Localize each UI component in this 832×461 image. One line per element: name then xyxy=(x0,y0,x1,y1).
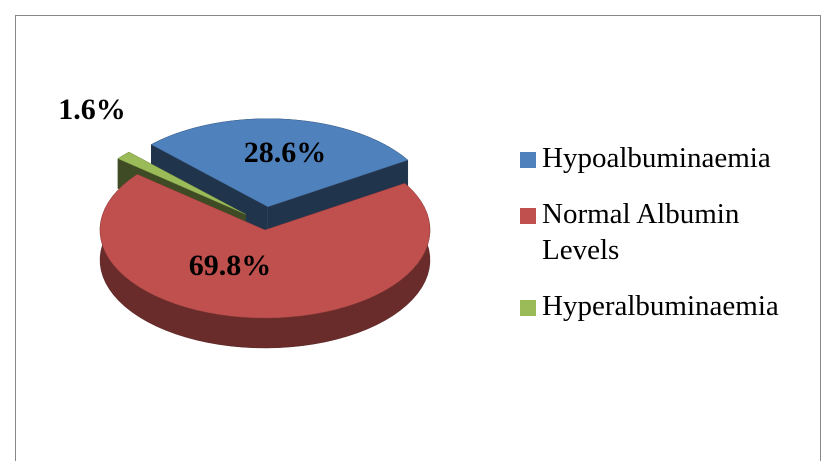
legend-item: Hyperalbuminaemia xyxy=(518,288,818,324)
legend-swatch xyxy=(520,300,536,316)
data-label: 69.8% xyxy=(189,249,272,282)
slice xyxy=(99,174,431,319)
chart-border xyxy=(15,15,821,461)
slice xyxy=(150,118,409,208)
data-label: 1.6% xyxy=(58,93,126,126)
slice xyxy=(117,151,246,215)
legend-swatch xyxy=(520,152,536,168)
tops xyxy=(99,118,431,319)
legend-swatch xyxy=(520,208,536,224)
legend: Hypoalbuminaemia Normal Albumin Levels Hyp… xyxy=(518,140,818,344)
legend-label: Hypoalbuminaemia xyxy=(542,142,771,174)
legend-item: Hypoalbuminaemia xyxy=(518,140,818,176)
data-label: 28.6% xyxy=(244,136,327,169)
legend-label: Hyperalbuminaemia xyxy=(542,290,779,322)
legend-label: Normal Albumin Levels xyxy=(542,198,740,266)
legend-item: Normal Albumin Levels xyxy=(518,196,818,268)
labels: 28.6% 69.8% 1.6% xyxy=(58,93,326,282)
